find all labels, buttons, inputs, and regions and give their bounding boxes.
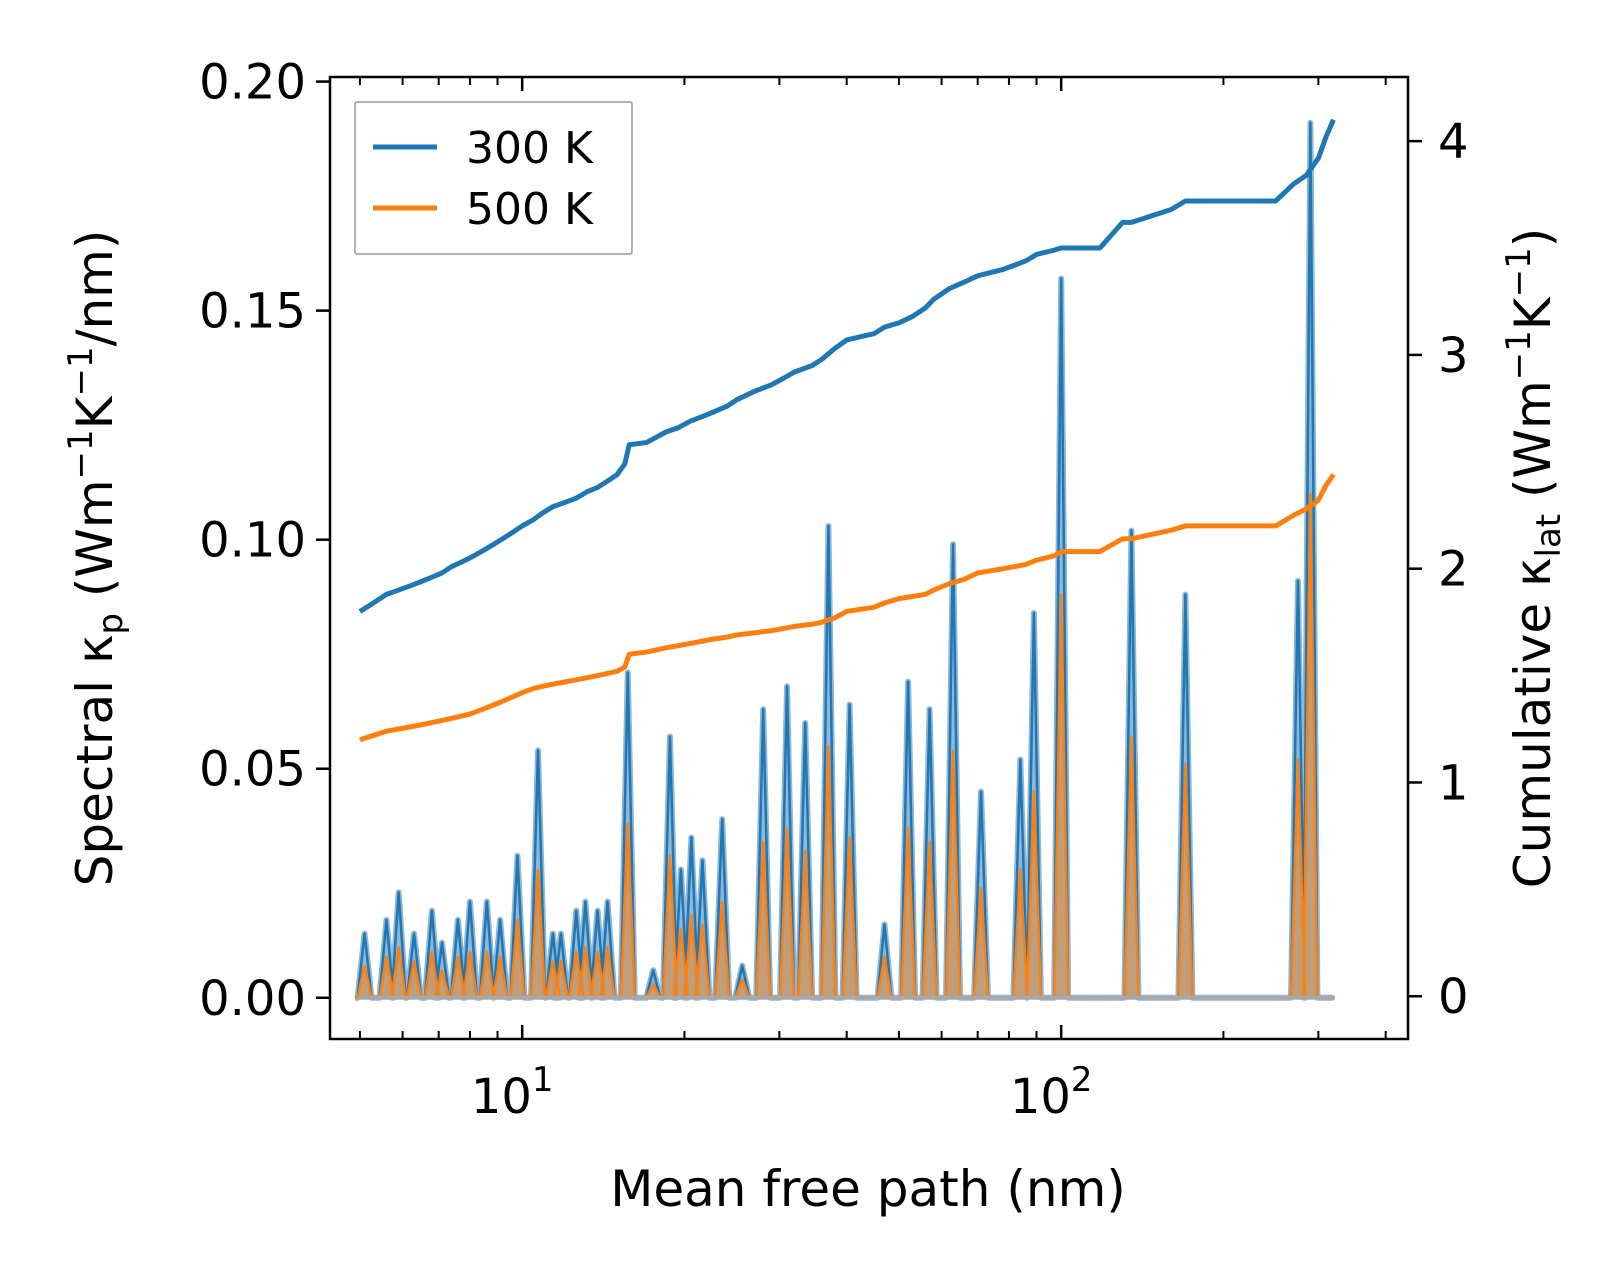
y-tick-label-left: 0.15: [199, 284, 306, 340]
y-axis-label-right-mid: (Wm: [1504, 380, 1562, 514]
y-tick-label-left: 0.10: [199, 513, 306, 569]
y-axis-label-left-post: /nm): [66, 230, 124, 347]
y-tick-label-left: 0.00: [199, 971, 306, 1027]
x-tick-label-base: 10: [471, 1069, 532, 1125]
y-tick-label-right: 3: [1438, 328, 1469, 384]
spectral-layer: [354, 119, 1335, 1001]
y-axis-label-right-sup2: −1: [1499, 247, 1539, 297]
y-tick-label-left: 0.05: [199, 742, 306, 798]
cumulative-line-500K: [359, 473, 1336, 743]
x-tick-label-exp: 2: [1071, 1060, 1093, 1100]
x-tick-label-exp: 1: [532, 1060, 554, 1100]
y-axis-label-left-sup1: −1: [61, 429, 101, 479]
y-tick-label-left: 0.20: [199, 55, 306, 111]
y-tick-label-right: 0: [1438, 969, 1469, 1025]
y-axis-label-left-mid: (Wm: [66, 479, 124, 613]
y-axis-label-right-mid2: K: [1504, 296, 1562, 330]
cumulative-line-300K: [358, 118, 1336, 614]
y-axis-label-left-pre: Spectral κ: [66, 635, 124, 887]
y-axis-label-left-sup2: −1: [61, 346, 101, 396]
legend: 300 K 500 K: [354, 101, 633, 255]
x-tick-label: 101: [471, 1060, 554, 1125]
y-tick-label-right: 4: [1438, 114, 1469, 170]
plot-frame: [328, 75, 1410, 1041]
y-tick-label-right: 2: [1438, 542, 1469, 598]
legend-box: [354, 101, 633, 255]
y-axis-label-right-post: ): [1504, 228, 1562, 248]
x-tick-label-base: 10: [1010, 1069, 1071, 1125]
legend-label-300K: 300 K: [466, 123, 594, 174]
x-tick-label: 102: [1010, 1060, 1093, 1125]
y-axis-label-left: Spectral κp (Wm−1K−1/nm): [61, 230, 131, 887]
y-axis-label-left-mid2: K: [66, 395, 124, 429]
y-axis-label-right-sup1: −1: [1499, 330, 1539, 380]
legend-label-500K: 500 K: [466, 184, 594, 235]
y-axis-label-right-pre: Cumulative κ: [1504, 557, 1562, 888]
cumulative-layer: [358, 118, 1336, 743]
y-axis-label-right-sub: lat: [1529, 514, 1569, 558]
y-axis-label-left-sub: p: [91, 613, 131, 635]
y-tick-label-right: 1: [1438, 755, 1469, 811]
x-axis-label: Mean free path (nm): [610, 1160, 1126, 1218]
y-axis-label-right: Cumulative κlat (Wm−1K−1): [1499, 228, 1569, 888]
